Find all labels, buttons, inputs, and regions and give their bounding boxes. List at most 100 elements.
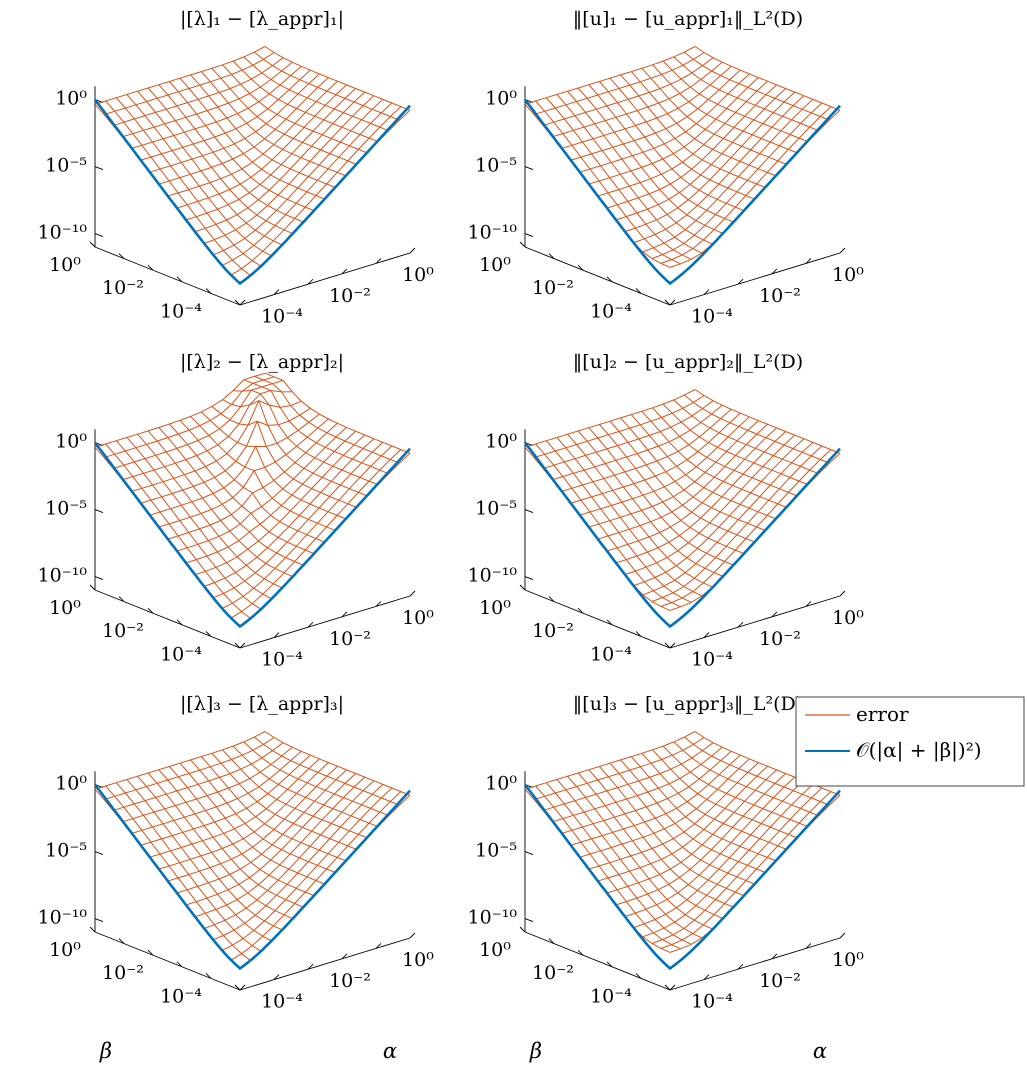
error-mesh-line <box>169 766 315 897</box>
legend-label-error: error <box>856 702 909 726</box>
error-mesh-line <box>561 750 732 834</box>
alpha-tick <box>273 632 280 638</box>
alpha-tick <box>669 299 676 306</box>
alpha-tick <box>341 268 348 275</box>
beta-tick-label: 10⁻⁴ <box>160 643 202 665</box>
error-surface <box>524 389 841 611</box>
alpha-tick <box>737 278 744 285</box>
beta-tick <box>635 288 642 294</box>
beta-tick <box>118 938 125 944</box>
error-mesh-line <box>243 56 389 132</box>
rate-line <box>523 98 841 286</box>
panel-u-2: 10⁻⁴ 10⁻² 10⁰ 10⁰ 10⁻² 10⁻⁴ 10⁰ 10⁻⁵ 10⁻¹⁰ ‖[u]₂ … <box>468 351 865 671</box>
error-mesh-line <box>167 765 338 882</box>
beta-axis-line <box>94 931 241 991</box>
panel-title: ‖[u]₃ − [u_appr]₃‖_L²(D) <box>573 693 803 715</box>
error-mesh-line <box>542 400 714 469</box>
beta-axis-label: β <box>99 1039 112 1063</box>
error-mesh-line <box>122 61 293 138</box>
panel-lambda-2: 10⁻⁴ 10⁻² 10⁰ 10⁰ 10⁻² 10⁻⁴ 10⁰ 10⁻⁵ 10⁻¹⁰ |[λ]₂ … <box>38 351 435 671</box>
error-mesh-line <box>230 449 402 619</box>
alpha-axis-line <box>669 595 841 649</box>
error-mesh-line <box>94 731 266 790</box>
error-mesh-line <box>662 60 809 143</box>
z-tick-label: 10⁻⁵ <box>45 498 87 520</box>
error-mesh-line <box>169 81 315 212</box>
error-mesh-line <box>542 57 714 126</box>
beta-tick <box>176 961 183 968</box>
beta-tick <box>519 926 526 933</box>
error-mesh-line <box>588 427 734 566</box>
error-mesh-line <box>158 769 304 908</box>
alpha-tick <box>669 984 676 991</box>
legend-label-rate: 𝒪(|α| + |β|)²) <box>856 738 982 763</box>
beta-tick <box>664 984 671 991</box>
beta-tick-label: 10⁻² <box>102 620 144 642</box>
beta-tick <box>606 276 613 283</box>
alpha-tick-label: 10⁰ <box>832 607 864 629</box>
error-mesh-line <box>642 442 814 596</box>
error-mesh-line <box>203 780 375 930</box>
alpha-tick <box>805 258 812 264</box>
beta-tick-label: 10⁰ <box>479 939 511 961</box>
error-mesh-line <box>533 52 705 115</box>
z-tick-label: 10⁻⁵ <box>45 155 87 177</box>
error-mesh-line <box>597 765 768 882</box>
rate-curve <box>93 98 411 286</box>
alpha-tick-label: 10⁻⁴ <box>691 306 733 328</box>
panel-title: |[λ]₃ − [λ_appr]₃| <box>180 693 344 715</box>
beta-tick-label: 10⁰ <box>49 597 81 619</box>
alpha-axis-line <box>669 937 841 991</box>
error-mesh-line <box>212 784 384 941</box>
panel-title: ‖[u]₂ − [u_appr]₂‖_L²(D) <box>573 351 803 373</box>
error-mesh-line <box>597 80 768 197</box>
error-mesh-line <box>579 416 750 516</box>
error-mesh-line <box>662 745 809 828</box>
beta-tick <box>118 253 125 259</box>
error-mesh-line <box>615 88 786 221</box>
alpha-tick <box>805 601 812 607</box>
error-mesh-line <box>149 758 320 858</box>
error-mesh-line <box>167 422 338 540</box>
beta-tick <box>606 961 613 968</box>
beta-tick-label: 10⁻⁴ <box>160 300 202 322</box>
error-mesh-line <box>588 762 759 870</box>
error-mesh-line <box>552 404 723 481</box>
beta-tick <box>577 949 584 956</box>
error-mesh-line <box>615 773 786 906</box>
alpha-tick-label: 10⁻⁴ <box>691 649 733 671</box>
z-tick <box>524 576 534 581</box>
rate-curve <box>523 441 841 629</box>
panel-title: |[λ]₁ − [λ_appr]₁| <box>180 8 344 30</box>
beta-tick <box>176 276 183 283</box>
z-tick <box>524 166 534 171</box>
error-mesh-line <box>112 57 284 126</box>
error-mesh-line <box>570 412 741 504</box>
error-mesh-line <box>651 445 823 602</box>
beta-tick <box>234 984 241 991</box>
z-tick-label: 10⁻⁵ <box>45 840 87 862</box>
z-tick <box>524 851 534 856</box>
alpha-tick <box>239 984 246 991</box>
error-mesh-line <box>167 80 338 197</box>
error-mesh-line <box>624 776 796 918</box>
alpha-axis-line <box>239 252 411 306</box>
alpha-tick-label: 10⁰ <box>402 607 434 629</box>
alpha-tick-label: 10⁻⁴ <box>261 991 303 1013</box>
error-mesh-line <box>131 400 302 492</box>
error-mesh-line <box>624 434 796 576</box>
error-mesh-line <box>115 782 262 952</box>
beta-tick <box>664 299 671 306</box>
error-mesh-line <box>606 427 777 552</box>
error-mesh-line <box>221 102 393 267</box>
error-mesh-line <box>200 411 347 520</box>
panel-u-1: 10⁻⁴ 10⁻² 10⁰ 10⁰ 10⁻² 10⁻⁴ 10⁰ 10⁻⁵ 10⁻¹⁰ ‖[u]₁ … <box>468 8 865 328</box>
z-tick <box>94 918 104 923</box>
beta-tick <box>89 926 96 933</box>
error-mesh-line <box>140 407 311 504</box>
error-mesh-line <box>642 99 814 253</box>
error-mesh-line <box>112 742 284 811</box>
panel-title: ‖[u]₁ − [u_appr]₁‖_L²(D) <box>573 8 803 30</box>
alpha-tick-label: 10⁻⁴ <box>261 306 303 328</box>
error-mesh-line <box>176 427 347 552</box>
